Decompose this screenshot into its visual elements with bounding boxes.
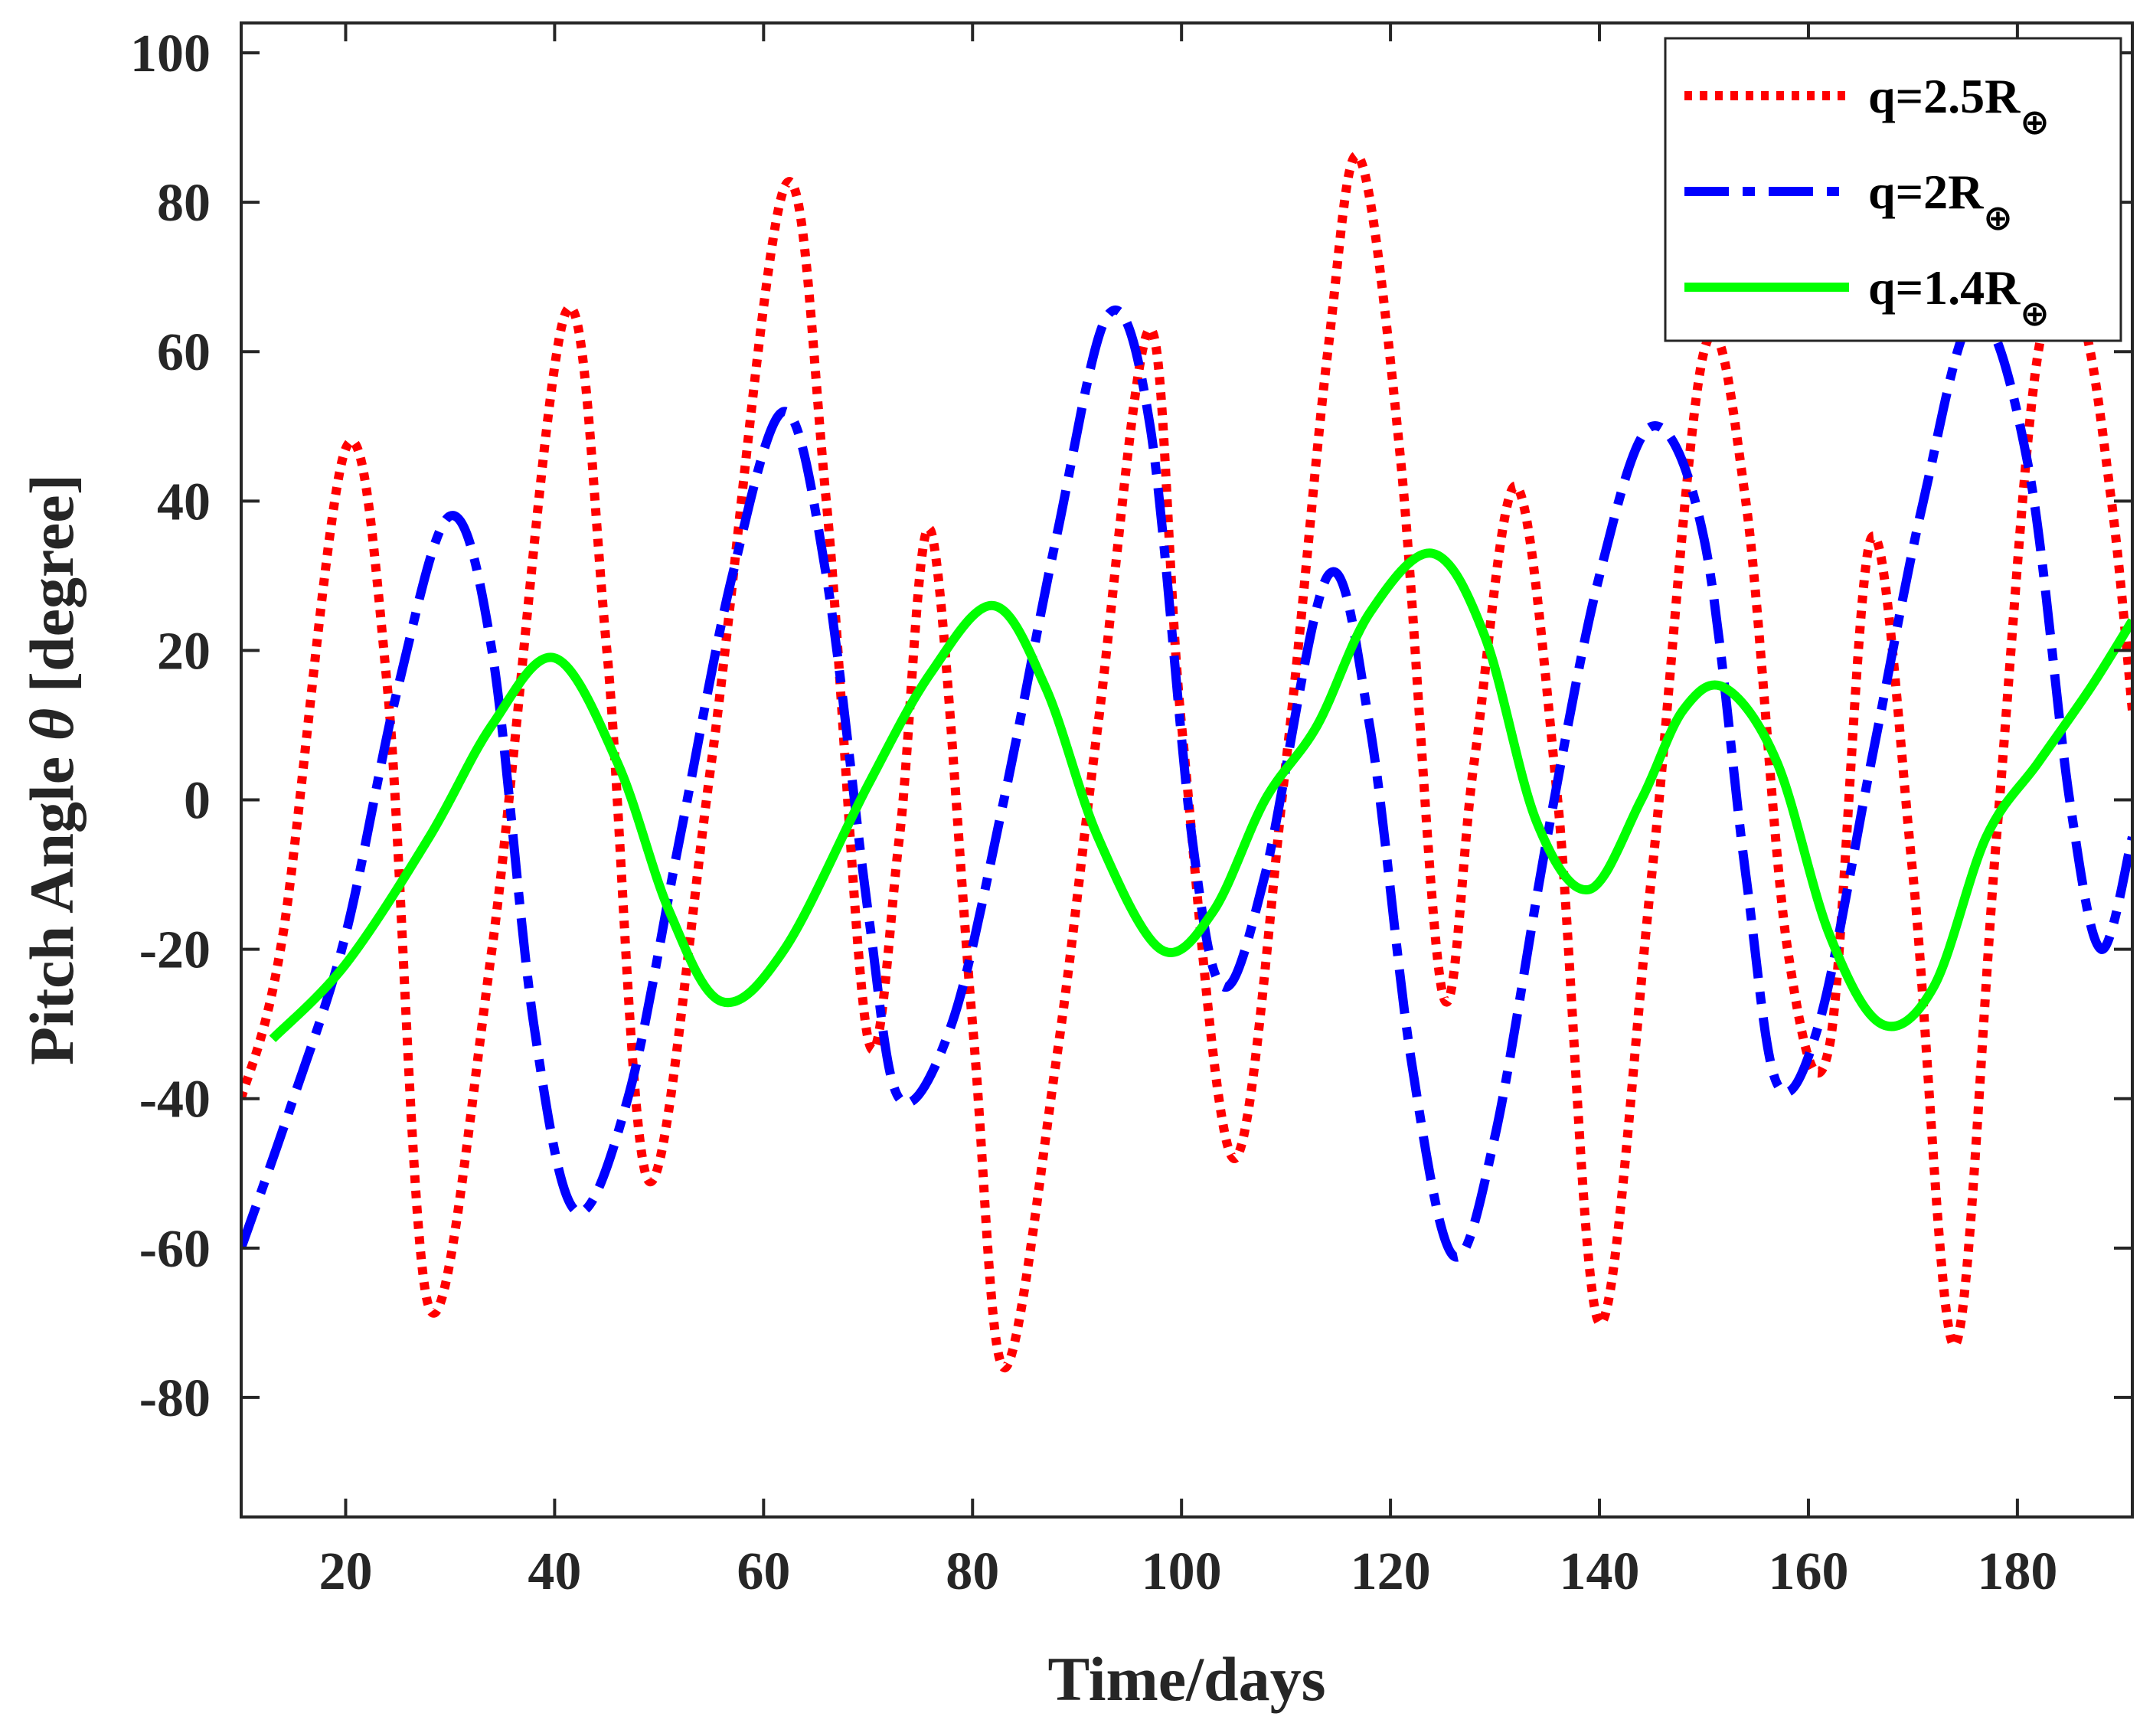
x-axis-ticks: 20 40 60 80 100 120 140 160 180 [319, 23, 2057, 1601]
y-tick-label: 20 [157, 622, 211, 681]
series-layer [241, 151, 2132, 1372]
legend-label-3: q=1.4R⊕ [1868, 260, 2050, 334]
y-tick-label: -60 [139, 1220, 211, 1279]
x-tick-label: 40 [528, 1542, 581, 1601]
x-tick-label: 100 [1142, 1542, 1222, 1601]
y-tick-label: 100 [130, 25, 211, 83]
y-tick-label: 60 [157, 323, 211, 382]
x-tick-label: 80 [946, 1542, 999, 1601]
x-tick-label: 180 [1977, 1542, 2057, 1601]
legend-label-1: q=2.5R⊕ [1868, 69, 2050, 142]
x-tick-label: 120 [1351, 1542, 1431, 1601]
y-axis-title-symbol: θ [17, 708, 87, 741]
y-axis-title: Pitch Angle θ [degree] [17, 474, 87, 1065]
y-tick-label: -20 [139, 921, 211, 980]
x-tick-label: 60 [737, 1542, 790, 1601]
y-tick-label: 40 [157, 472, 211, 531]
y-tick-label: -40 [139, 1071, 211, 1130]
series-line-3 [269, 548, 2132, 1042]
x-tick-label: 140 [1560, 1542, 1640, 1601]
x-tick-label: 20 [319, 1542, 372, 1601]
y-tick-label: -80 [139, 1369, 211, 1428]
y-axis-title-suffix: [degree] [17, 474, 87, 708]
y-tick-label: 80 [157, 174, 211, 233]
y-axis-title-prefix: Pitch Angle [17, 740, 87, 1065]
y-tick-label: 0 [184, 772, 211, 831]
x-axis-title: Time/days [1048, 1644, 1326, 1714]
plot-area-frame [240, 21, 2134, 1519]
legend-label-2: q=2R⊕ [1868, 165, 2013, 238]
legend: q=2.5R⊕ q=2R⊕ q=1.4R⊕ [1664, 37, 2122, 342]
series-line-2 [241, 305, 2132, 1262]
x-tick-label: 160 [1768, 1542, 1848, 1601]
y-axis-ticks: -80 -60 -40 -20 0 20 40 60 80 100 [130, 25, 2132, 1428]
